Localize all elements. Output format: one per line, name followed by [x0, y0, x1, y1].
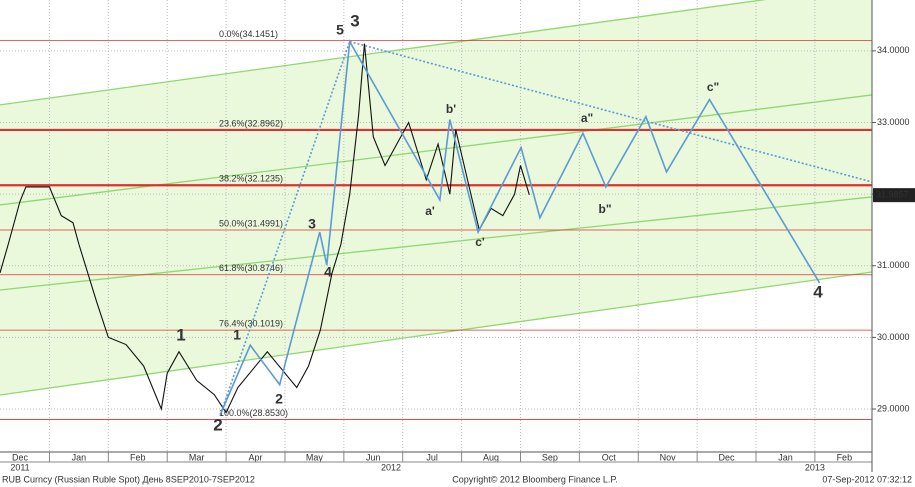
last-price-label: 31.9857: [876, 190, 909, 200]
y-tick-label: 29.0000: [877, 403, 910, 413]
x-tick-label: Dec: [719, 452, 736, 462]
footer-left: RUB Curncy (Russian Ruble Spot) День 8SE…: [2, 474, 255, 484]
channel-fill: [0, 0, 872, 395]
price-line: [0, 43, 530, 414]
wave-label: 3: [308, 216, 316, 232]
wave-label: b': [446, 102, 456, 116]
wave-label: a': [425, 204, 435, 218]
wave-label: c": [707, 80, 719, 94]
x-tick-label: Mar: [189, 452, 205, 462]
wave-label: 1: [233, 327, 241, 343]
level-label: 23.6%(32.8962): [219, 118, 283, 128]
level-label: 61.8%(30.8746): [219, 263, 283, 273]
footer-right: 07-Sep-2012 07:32:12: [822, 474, 912, 484]
wave-label: 3: [350, 11, 359, 30]
x-tick-label: May: [306, 452, 324, 462]
channel-line: [0, 271, 872, 396]
wave-label: a": [581, 111, 593, 125]
year-label: 2011: [10, 462, 29, 472]
level-label: 50.0%(31.4991): [219, 218, 283, 228]
x-tick-label: Jun: [366, 452, 381, 462]
wave-label: 1: [176, 325, 185, 344]
wave-label: 4: [813, 282, 823, 301]
x-tick-label: Apr: [249, 452, 263, 462]
x-tick-label: Jan: [778, 452, 793, 462]
x-tick-label: Nov: [660, 452, 677, 462]
level-label: 76.4%(30.1019): [219, 318, 283, 328]
x-tick-label: Dec: [12, 452, 29, 462]
channel-line: [0, 0, 767, 106]
wave-label: c': [475, 235, 485, 249]
year-label: 2013: [805, 462, 825, 472]
x-tick-label: Feb: [837, 452, 853, 462]
last-price-box: [873, 188, 915, 203]
x-tick-label: Sep: [542, 452, 558, 462]
level-label: 0.0%(34.1451): [219, 29, 278, 39]
annotations: 1 2 3 4 1 2 3 4 5 a' b' c' a" b" c": [176, 11, 823, 434]
trend-line: [219, 41, 351, 416]
level-label: 38.2%(32.1235): [219, 174, 283, 184]
x-tick-label: Jan: [72, 452, 87, 462]
level-label: 100.0%(28.8530): [219, 408, 288, 418]
x-tick-label: Feb: [130, 452, 146, 462]
footer-center: Copyright© 2012 Bloomberg Finance L.P.: [452, 474, 618, 484]
x-tick-label: Jul: [426, 452, 438, 462]
y-tick-label: 34.0000: [877, 45, 910, 55]
year-label: 2012: [381, 462, 401, 472]
wave-label: 2: [275, 391, 283, 407]
wave-label: 5: [336, 22, 344, 38]
x-tick-label: Aug: [483, 452, 499, 462]
wave-label: 2: [213, 415, 222, 434]
wave-label: b": [598, 202, 611, 216]
x-tick-label: Oct: [602, 452, 617, 462]
wave-label: 4: [324, 264, 332, 280]
levels: 0.0%(34.1451) 23.6%(32.8962) 38.2%(32.1235…: [0, 29, 872, 420]
y-tick-label: 30.0000: [877, 332, 910, 342]
y-tick-label: 33.0000: [877, 117, 910, 127]
price-line: [219, 38, 821, 416]
series: [0, 38, 872, 416]
axes: 29.000030.000031.000032.000033.000034.00…: [0, 0, 915, 472]
grid: [0, 0, 872, 452]
y-tick-label: 31.0000: [877, 260, 910, 270]
